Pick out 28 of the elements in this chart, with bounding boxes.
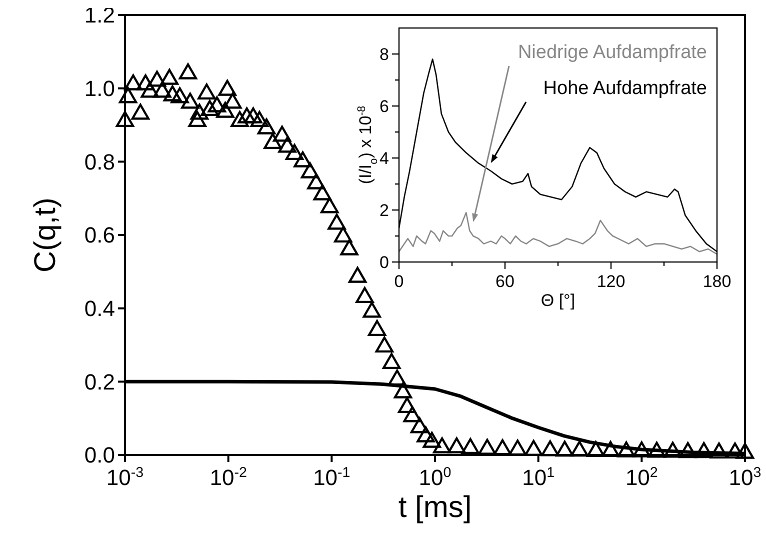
y-tick-label: 6 bbox=[380, 96, 389, 116]
y-tick-label: 0.4 bbox=[84, 296, 115, 322]
x-tick-label: 0 bbox=[394, 272, 404, 291]
text: Niedrige Aufdampfrate bbox=[518, 42, 707, 63]
x-tick-label: 180 bbox=[702, 272, 732, 291]
y-tick-label: 0 bbox=[380, 252, 389, 272]
text: Hohe Aufdampfrate bbox=[543, 78, 707, 99]
y-tick-label: 2 bbox=[380, 200, 389, 220]
y-tick-label: 0.0 bbox=[84, 442, 115, 468]
x-tick-label: 60 bbox=[496, 272, 514, 291]
x-tick-label: 10$^{0}$ bbox=[418, 465, 452, 490]
x-tick-label: 10$^{3}$ bbox=[728, 465, 762, 490]
x-tick-label: 10$^{1}$ bbox=[522, 465, 555, 490]
line-series bbox=[398, 212, 718, 255]
y-tick-label: 0.6 bbox=[84, 222, 115, 248]
y-tick-label: 0.8 bbox=[84, 149, 115, 174]
x-axis-title: Θ [°] bbox=[540, 291, 576, 310]
x-tick-label: 120 bbox=[596, 272, 626, 291]
y-axis-title: C(q,t) bbox=[29, 198, 62, 272]
x-tick-label: 10$^{-2}$ bbox=[210, 465, 247, 490]
y-tick-label: 8 bbox=[380, 44, 389, 64]
x-tick-label: 10$^{-3}$ bbox=[106, 465, 144, 490]
y-tick-label: 1.0 bbox=[84, 76, 115, 102]
x-tick-label: 10$^{2}$ bbox=[625, 465, 658, 490]
x-axis-title: t [ms] bbox=[398, 491, 472, 524]
y-tick-label: 0.2 bbox=[84, 369, 115, 394]
y-tick-label: 4 bbox=[380, 148, 389, 168]
x-tick-label: 10$^{-1}$ bbox=[313, 465, 350, 490]
